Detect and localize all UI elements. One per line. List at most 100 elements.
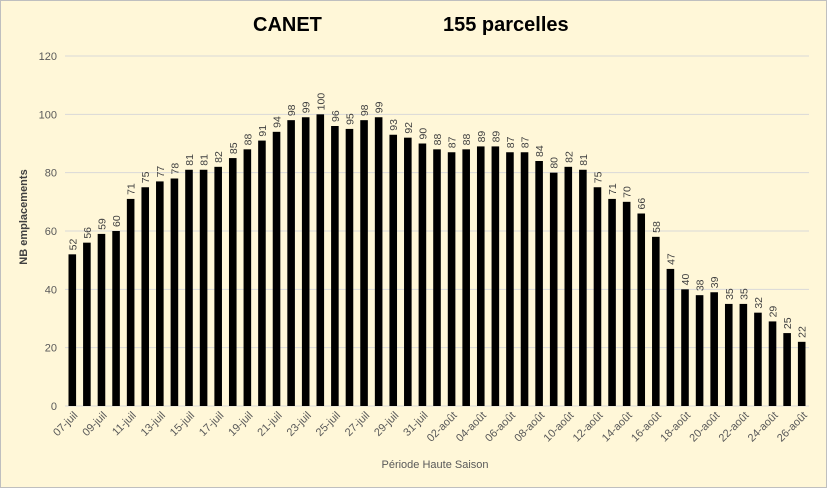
bar [608, 198, 616, 406]
bar [462, 149, 470, 407]
bar [681, 289, 689, 406]
data-label: 56 [82, 227, 94, 239]
data-label: 93 [388, 119, 400, 131]
bar [695, 295, 704, 406]
chart-title-count: 155 parcelles [443, 14, 569, 36]
x-tick-label: 08-août [512, 410, 547, 445]
data-label: 88 [432, 133, 444, 145]
data-label: 25 [782, 317, 794, 329]
data-label: 81 [184, 154, 196, 166]
data-label: 88 [461, 133, 473, 145]
data-label: 60 [111, 215, 123, 227]
data-label: 22 [797, 326, 809, 338]
x-tick-label: 18-août [658, 410, 693, 445]
data-label: 39 [709, 276, 721, 288]
bar [316, 114, 325, 406]
x-axis-ticks: 07-juil 09-juil 11-juil 13-juil 15-juil 17-ju… [51, 410, 810, 445]
chart-title-site: CANET [253, 14, 322, 36]
data-label: 90 [417, 128, 429, 140]
y-axis-ticks: 0 20 40 60 80 100 120 [39, 51, 57, 413]
x-tick-label: 23-juil [285, 410, 314, 439]
y-tick-label: 40 [45, 284, 57, 296]
data-label: 85 [228, 142, 240, 154]
data-label: 75 [592, 171, 604, 183]
bar [141, 187, 150, 406]
data-label: 35 [724, 288, 736, 300]
x-tick-label: 09-juil [80, 410, 109, 439]
data-label: 78 [169, 163, 181, 175]
x-tick-label: 24-août [746, 410, 781, 445]
bar [331, 126, 339, 406]
bar [68, 254, 77, 406]
bar [404, 137, 412, 406]
bar [797, 341, 806, 406]
data-label: 47 [665, 253, 677, 265]
bar [258, 140, 266, 407]
bar [783, 333, 791, 406]
bar [447, 152, 456, 406]
data-label: 82 [563, 151, 575, 163]
bar [199, 169, 208, 406]
bar [345, 128, 354, 406]
data-label: 52 [67, 238, 79, 250]
data-label: 35 [738, 288, 750, 300]
y-axis-title: NB emplacements [18, 169, 30, 264]
x-tick-label: 22-août [717, 410, 752, 445]
x-tick-label: 10-août [542, 410, 577, 445]
y-tick-label: 60 [45, 226, 57, 238]
data-label: 29 [768, 306, 780, 318]
x-tick-label: 02-août [425, 410, 460, 445]
data-label: 58 [651, 221, 663, 233]
bar [549, 172, 558, 406]
bars [68, 114, 806, 407]
x-tick-label: 25-juil [314, 410, 343, 439]
x-tick-label: 19-juil [226, 410, 255, 439]
data-label: 70 [622, 186, 634, 198]
x-tick-label: 27-juil [343, 410, 372, 439]
x-tick-label: 15-juil [168, 410, 197, 439]
data-label: 98 [359, 104, 371, 116]
y-tick-label: 80 [45, 168, 57, 180]
data-label: 100 [315, 93, 327, 111]
bar [126, 198, 135, 406]
data-label: 40 [680, 273, 692, 285]
bar [272, 131, 281, 407]
x-tick-label: 16-août [629, 410, 664, 445]
x-tick-label: 11-juil [110, 410, 139, 439]
bar [433, 149, 441, 407]
x-tick-label: 17-juil [197, 410, 226, 439]
bar [768, 321, 777, 406]
data-label: 87 [520, 136, 532, 148]
data-label: 38 [695, 279, 707, 291]
data-label: 84 [534, 145, 546, 157]
y-tick-label: 100 [39, 109, 57, 121]
x-tick-label: 13-juil [139, 410, 168, 439]
data-label: 75 [140, 171, 152, 183]
x-tick-label: 07-juil [51, 410, 80, 439]
bar [228, 158, 237, 406]
bar [97, 233, 106, 406]
bar [185, 169, 193, 406]
data-label: 81 [578, 154, 590, 166]
bar [564, 166, 573, 406]
bar [389, 134, 398, 406]
x-axis-title: Période Haute Saison [381, 459, 488, 471]
data-label: 80 [549, 157, 561, 169]
bar [520, 152, 529, 406]
bar [476, 146, 485, 406]
data-label: 98 [286, 104, 298, 116]
data-label: 82 [213, 151, 225, 163]
bar [418, 143, 427, 406]
data-label: 81 [199, 154, 211, 166]
x-tick-label: 20-août [687, 410, 722, 445]
bar [579, 169, 587, 406]
bar [214, 166, 222, 406]
y-tick-label: 120 [39, 51, 57, 63]
bar [754, 312, 762, 406]
data-label: 71 [126, 183, 138, 195]
bar [724, 303, 733, 406]
bar [287, 120, 295, 407]
